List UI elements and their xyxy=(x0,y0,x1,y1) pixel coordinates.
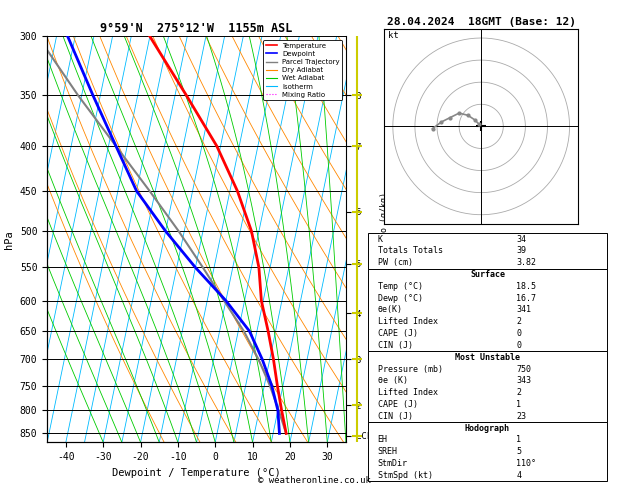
Text: EH: EH xyxy=(377,435,387,444)
Text: 3.82: 3.82 xyxy=(516,258,536,267)
Text: kt: kt xyxy=(388,31,399,40)
Text: Lifted Index: Lifted Index xyxy=(377,317,438,326)
Text: 39: 39 xyxy=(516,246,526,256)
Text: 5: 5 xyxy=(516,447,521,456)
Text: 16.7: 16.7 xyxy=(516,294,536,303)
Bar xyxy=(368,233,607,269)
Y-axis label: hPa: hPa xyxy=(4,230,14,249)
Text: 750: 750 xyxy=(516,364,531,374)
Bar xyxy=(368,351,607,422)
Text: 4: 4 xyxy=(516,471,521,480)
Text: Mixing Ratio (g/kg): Mixing Ratio (g/kg) xyxy=(381,192,389,287)
Text: 341: 341 xyxy=(516,306,531,314)
Text: 18.5: 18.5 xyxy=(516,282,536,291)
Text: θe (K): θe (K) xyxy=(377,376,408,385)
Text: CAPE (J): CAPE (J) xyxy=(377,329,418,338)
Text: Dewp (°C): Dewp (°C) xyxy=(377,294,423,303)
Text: θe(K): θe(K) xyxy=(377,306,403,314)
Text: 2: 2 xyxy=(516,388,521,397)
Text: © weatheronline.co.uk: © weatheronline.co.uk xyxy=(258,476,371,485)
Text: Pressure (mb): Pressure (mb) xyxy=(377,364,443,374)
Y-axis label: km
ASL: km ASL xyxy=(373,232,392,247)
Legend: Temperature, Dewpoint, Parcel Trajectory, Dry Adiabat, Wet Adiabat, Isotherm, Mi: Temperature, Dewpoint, Parcel Trajectory… xyxy=(264,40,342,101)
Text: 2: 2 xyxy=(516,317,521,326)
Text: Temp (°C): Temp (°C) xyxy=(377,282,423,291)
Text: StmSpd (kt): StmSpd (kt) xyxy=(377,471,433,480)
Text: Lifted Index: Lifted Index xyxy=(377,388,438,397)
Title: 9°59'N  275°12'W  1155m ASL: 9°59'N 275°12'W 1155m ASL xyxy=(101,22,292,35)
Text: Surface: Surface xyxy=(470,270,505,279)
Text: CIN (J): CIN (J) xyxy=(377,412,413,421)
Text: 0: 0 xyxy=(516,329,521,338)
Text: Totals Totals: Totals Totals xyxy=(377,246,443,256)
Text: 28.04.2024  18GMT (Base: 12): 28.04.2024 18GMT (Base: 12) xyxy=(387,17,576,27)
Text: Most Unstable: Most Unstable xyxy=(455,353,520,362)
Text: 1: 1 xyxy=(516,400,521,409)
Text: 34: 34 xyxy=(516,235,526,243)
Text: 0: 0 xyxy=(516,341,521,350)
X-axis label: Dewpoint / Temperature (°C): Dewpoint / Temperature (°C) xyxy=(112,468,281,478)
Text: CAPE (J): CAPE (J) xyxy=(377,400,418,409)
Text: 23: 23 xyxy=(516,412,526,421)
Bar xyxy=(368,422,607,481)
Text: StmDir: StmDir xyxy=(377,459,408,468)
Bar xyxy=(368,269,607,351)
Text: K: K xyxy=(377,235,382,243)
Text: 110°: 110° xyxy=(516,459,536,468)
Text: PW (cm): PW (cm) xyxy=(377,258,413,267)
Text: 343: 343 xyxy=(516,376,531,385)
Text: CIN (J): CIN (J) xyxy=(377,341,413,350)
Text: 1: 1 xyxy=(516,435,521,444)
Text: SREH: SREH xyxy=(377,447,398,456)
Text: Hodograph: Hodograph xyxy=(465,423,510,433)
